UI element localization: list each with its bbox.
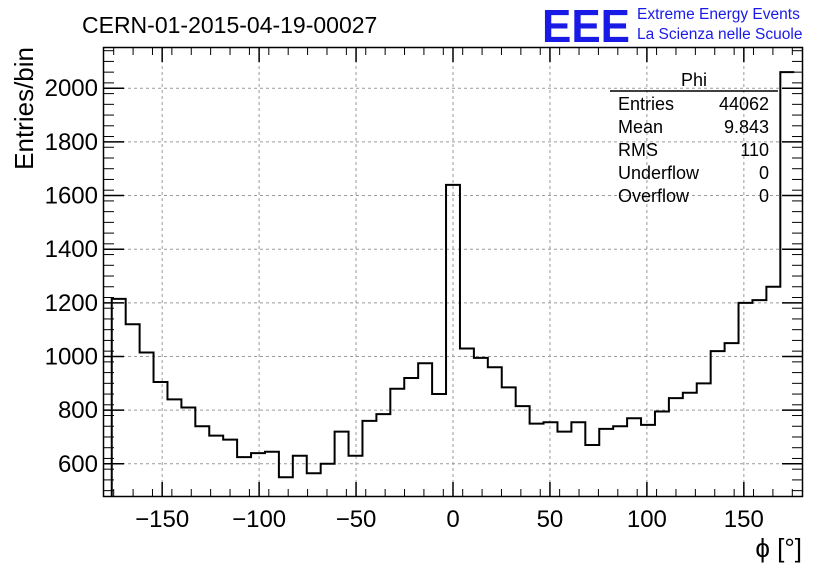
logo-line-2: La Scienza nelle Scuole <box>637 26 802 43</box>
y-tick-label: 800 <box>58 397 98 424</box>
stats-row-label: Underflow <box>618 163 700 183</box>
x-tick-label: 50 <box>537 506 564 533</box>
plot-frame <box>102 46 804 498</box>
histogram-outline <box>110 71 795 496</box>
stats-row-value: 9.843 <box>724 117 769 137</box>
x-tick-label: 0 <box>446 506 459 533</box>
x-tick-label: −150 <box>135 506 189 533</box>
eee-logo: EEE <box>542 0 630 52</box>
stats-row-label: Overflow <box>618 186 690 206</box>
y-tick-label: 1600 <box>45 183 98 210</box>
x-tick-label: −100 <box>232 506 286 533</box>
logo-line-1: Extreme Energy Events <box>637 6 800 23</box>
stats-row-value: 44062 <box>719 94 769 114</box>
y-tick-label: 2000 <box>45 75 98 102</box>
stats-rows: Entries 44062 Mean 9.843 RMS 110 Underflow 0 Ove… <box>618 94 769 206</box>
y-tick-label: 1200 <box>45 290 98 317</box>
stats-row-value: 110 <box>740 140 769 160</box>
stats-row-label: RMS <box>618 140 658 160</box>
stats-row-value: 0 <box>759 186 769 206</box>
stats-box: Phi Entries 44062 Mean 9.843 RMS 110 Underflow… <box>610 70 778 206</box>
stats-row-label: Entries <box>618 94 674 114</box>
x-tick-label: 150 <box>724 506 764 533</box>
axis-tick-labels: −150 −100 −50 0 50 100 150 600 800 1000 1200 1400 16… <box>45 75 764 533</box>
histogram-bins <box>110 71 795 496</box>
x-axis-label: ϕ [°] <box>755 533 802 563</box>
y-axis-label: Entries/bin <box>9 47 39 170</box>
axis-ticks <box>104 48 802 496</box>
x-tick-label: 100 <box>627 506 667 533</box>
chart-title: CERN-01-2015-04-19-00027 <box>82 12 377 38</box>
stats-title: Phi <box>681 70 707 90</box>
y-tick-label: 1400 <box>45 236 98 263</box>
grid-lines <box>104 48 802 496</box>
y-tick-label: 1000 <box>45 344 98 371</box>
stats-row-label: Mean <box>618 117 663 137</box>
y-tick-label: 1800 <box>45 129 98 156</box>
stats-row-value: 0 <box>759 163 769 183</box>
y-tick-label: 600 <box>58 451 98 478</box>
x-tick-label: −50 <box>336 506 377 533</box>
